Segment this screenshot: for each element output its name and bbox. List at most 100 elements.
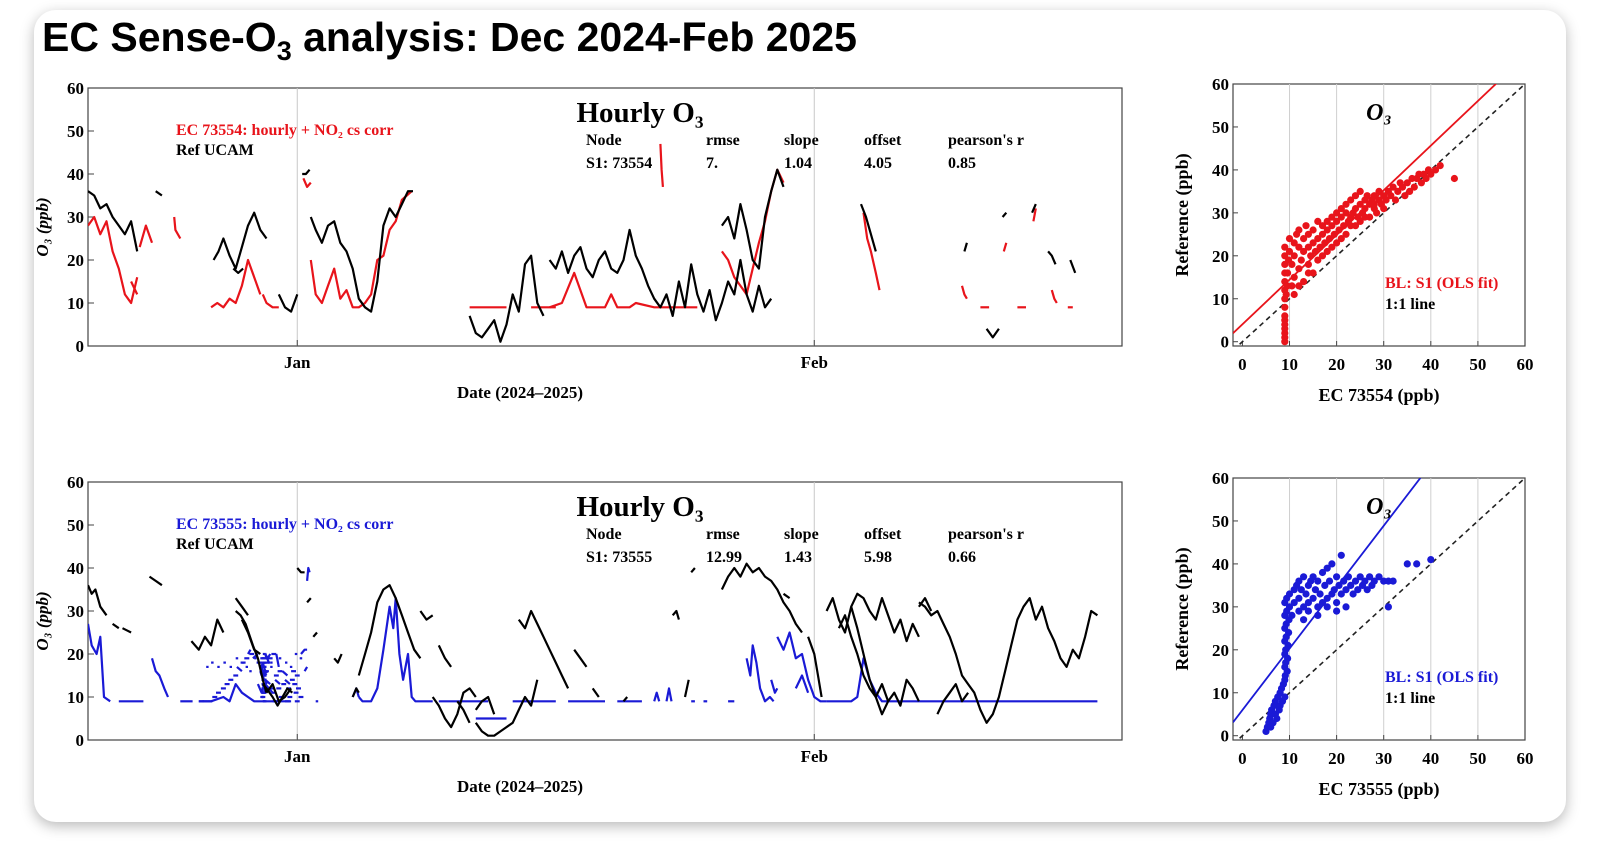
y-tick-label: 20 bbox=[67, 251, 84, 270]
legend-ref-label: Ref UCAM bbox=[176, 142, 254, 159]
scatter-point bbox=[1394, 187, 1402, 195]
scatter-point bbox=[1284, 641, 1292, 650]
scatter-point bbox=[1387, 192, 1395, 200]
scatter-point bbox=[1382, 196, 1390, 204]
scatter-point bbox=[1413, 560, 1421, 568]
ref-series-line bbox=[591, 687, 600, 698]
sensor-series-line bbox=[275, 653, 280, 668]
ref-series-line bbox=[573, 649, 588, 668]
stats-header-cell: pearson's r bbox=[948, 526, 1024, 543]
y-tick-label: 0 bbox=[1221, 727, 1230, 746]
ref-series-line bbox=[155, 190, 163, 197]
ols-fit-line bbox=[1233, 84, 1498, 334]
scatter-point bbox=[1318, 568, 1327, 577]
y-tick-label: 10 bbox=[67, 294, 84, 313]
scatter-point bbox=[1340, 577, 1348, 585]
x-axis-label: EC 73554 (ppb) bbox=[1318, 385, 1439, 406]
x-tick-label: 0 bbox=[1238, 749, 1247, 768]
scatter-point bbox=[1314, 256, 1322, 264]
scatter-point bbox=[1284, 654, 1292, 663]
scatter-point bbox=[1295, 282, 1303, 290]
scatter-point bbox=[1325, 577, 1334, 585]
scatter-point bbox=[1314, 577, 1322, 585]
ref-series-line bbox=[936, 682, 969, 715]
scatter-point bbox=[1285, 629, 1293, 637]
scatter-point bbox=[1300, 247, 1308, 256]
x-tick-label: 60 bbox=[1517, 749, 1534, 768]
scatter-point bbox=[1328, 560, 1336, 568]
ref-series-line bbox=[309, 190, 413, 313]
scatter-point bbox=[1304, 260, 1312, 268]
y-tick-label: 50 bbox=[67, 122, 84, 141]
scatter-point bbox=[1311, 247, 1319, 256]
scatter-point bbox=[1309, 573, 1317, 581]
scatter-point bbox=[1281, 693, 1289, 701]
scatter-point bbox=[1273, 714, 1281, 723]
ref-series-line bbox=[859, 203, 877, 252]
scatter-point bbox=[1311, 586, 1319, 594]
scatter-point bbox=[1337, 235, 1345, 243]
scatter-point bbox=[1330, 586, 1338, 594]
sensor-series-line bbox=[665, 687, 673, 702]
scatter-point bbox=[1373, 209, 1381, 217]
scatter-point bbox=[1281, 243, 1289, 251]
sensor-series-line bbox=[770, 679, 779, 694]
stats-value-cell: 4.05 bbox=[864, 155, 892, 172]
scatter-point bbox=[1342, 603, 1350, 611]
scatter-point bbox=[1318, 599, 1327, 607]
ref-series-line bbox=[419, 610, 434, 621]
scatter-point bbox=[1361, 205, 1369, 213]
ref-series-line bbox=[437, 644, 452, 668]
scatter-point bbox=[1398, 183, 1407, 191]
x-axis-label: EC 73555 (ppb) bbox=[1318, 779, 1439, 800]
scatter-point bbox=[1328, 243, 1336, 251]
ref-series-line bbox=[333, 653, 343, 664]
x-tick-label: Feb bbox=[801, 353, 828, 372]
slide-title: EC Sense-O3 analysis: Dec 2024-Feb 2025 bbox=[42, 14, 857, 67]
scatter-point bbox=[1356, 573, 1364, 581]
x-tick-label: Jan bbox=[284, 747, 311, 766]
ref-series-line bbox=[240, 619, 261, 655]
scatter-point bbox=[1370, 577, 1378, 585]
scatter-point bbox=[1375, 573, 1383, 581]
sensor-series-line bbox=[960, 285, 968, 300]
scatter-point bbox=[1330, 230, 1338, 238]
ref-series-line bbox=[1047, 250, 1057, 265]
stats-header-cell: Node bbox=[586, 132, 622, 149]
sensor-series-line bbox=[549, 271, 698, 309]
ref-series-line bbox=[431, 687, 477, 729]
scatter-point bbox=[1342, 209, 1350, 217]
stats-value-cell: 1.43 bbox=[784, 549, 812, 566]
sensor-series-line bbox=[284, 678, 291, 685]
chart-title: Hourly O₃ bbox=[576, 491, 703, 523]
y-axis-label: O₃ (ppb) bbox=[33, 197, 52, 256]
ref-series-line bbox=[88, 190, 139, 252]
scatter-point bbox=[1356, 217, 1364, 225]
scatter-point bbox=[1304, 243, 1312, 251]
plot-frame bbox=[87, 87, 1123, 347]
scatter-point bbox=[1375, 187, 1383, 195]
ref-series-line bbox=[456, 700, 471, 724]
scatter-point bbox=[1347, 196, 1355, 204]
sensor-series-line bbox=[261, 293, 279, 309]
y-tick-label: 30 bbox=[1212, 598, 1229, 617]
scatter-point bbox=[1410, 183, 1418, 191]
sensor-series-line bbox=[130, 281, 139, 295]
scatter-point bbox=[1297, 256, 1305, 264]
scatter-point bbox=[1300, 573, 1308, 581]
y-tick-label: 60 bbox=[67, 79, 84, 98]
scatter-point bbox=[1321, 239, 1329, 247]
scatter-point bbox=[1351, 577, 1360, 585]
scatter-point bbox=[1290, 239, 1298, 247]
scatter-point bbox=[1366, 573, 1374, 581]
y-tick-label: 0 bbox=[76, 337, 85, 356]
scatter-point bbox=[1284, 269, 1292, 277]
y-tick-label: 40 bbox=[1212, 555, 1229, 574]
ref-series-line bbox=[148, 575, 163, 587]
sensor-series-line bbox=[306, 566, 311, 582]
scatter-point bbox=[1363, 586, 1371, 594]
scatter-point bbox=[1285, 247, 1294, 256]
fit-legend-label: BL: S1 (OLS fit) bbox=[1385, 275, 1498, 292]
